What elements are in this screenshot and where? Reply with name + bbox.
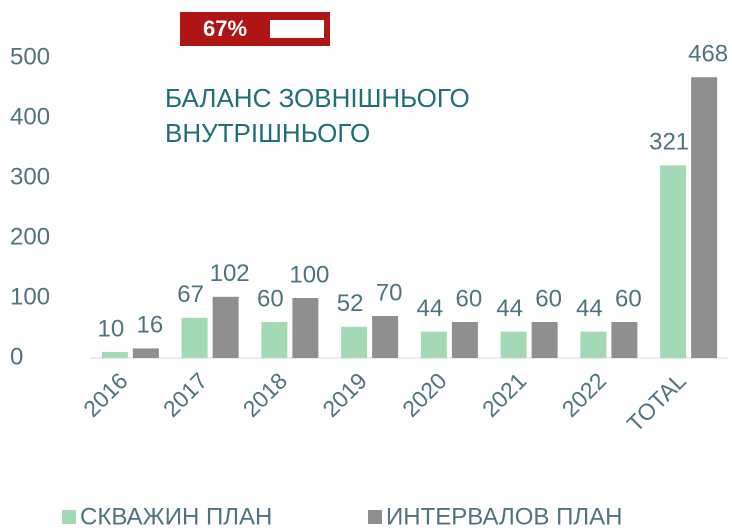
legend-swatch [62,510,76,524]
bar [531,322,558,358]
data-label: 60 [615,285,642,312]
data-label: 60 [456,285,483,312]
badge-label: 67% [203,16,247,41]
data-label: 70 [376,279,403,306]
x-tick-label: 2022 [557,367,612,422]
bar [261,322,288,358]
data-label: 44 [576,295,603,322]
data-label: 67 [177,281,204,308]
bar [132,348,159,358]
y-tick-label: 300 [10,163,50,190]
bar [451,322,478,358]
x-tick-label: 2021 [477,367,532,422]
legend-swatch [368,510,382,524]
y-tick-label: 500 [10,43,50,70]
data-label: 16 [137,312,164,339]
data-label: 60 [257,285,284,312]
x-tick-label: 2020 [397,367,452,422]
x-tick-label: 2017 [158,367,213,422]
y-tick-label: 200 [10,223,50,250]
x-tick-label: 2016 [78,367,133,422]
legend-label: СКВАЖИН ПЛАН [80,503,272,530]
x-tick-label: TOTAL [622,367,691,436]
annotation: ВНУТРІШНЬОГО [165,118,370,148]
bar [372,316,399,358]
bar [580,331,607,358]
y-tick-label: 100 [10,283,50,310]
bar [500,331,527,358]
data-label: 102 [210,260,250,287]
bar [341,326,368,358]
annotation: БАЛАНС ЗОВНІШНЬОГО [165,83,470,113]
badge-bar [270,20,324,38]
bar [101,352,128,358]
data-label: 44 [496,295,523,322]
data-label: 468 [688,41,728,68]
data-label: 10 [98,315,125,342]
data-label: 100 [289,261,329,288]
bar [611,322,638,358]
x-tick-label: 2018 [238,367,293,422]
badge: 67% [180,12,330,46]
data-label: 44 [417,295,444,322]
bar [420,331,447,358]
data-label: 321 [649,129,689,156]
bar [292,298,319,358]
data-label: 52 [337,290,364,317]
bar [660,165,687,358]
data-label: 60 [535,285,562,312]
bar [181,317,208,358]
x-tick-label: 2019 [317,367,372,422]
y-tick-label: 400 [10,103,50,130]
bar [691,77,718,358]
y-tick-label: 0 [10,343,23,370]
bar [212,296,239,358]
legend-label: ИНТЕРВАЛОВ ПЛАН [386,503,622,530]
